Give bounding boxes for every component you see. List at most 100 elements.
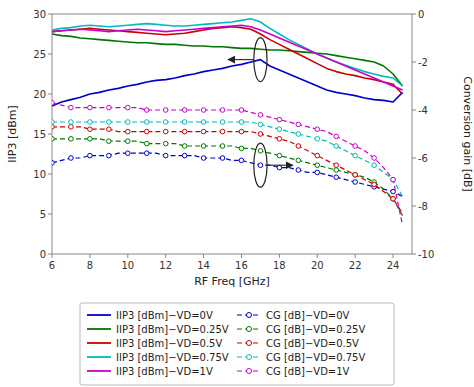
gain-line — [52, 153, 403, 196]
point-marker — [125, 151, 130, 156]
annotation-arrow — [228, 59, 254, 60]
point-marker — [239, 129, 244, 134]
y2-tick — [412, 110, 416, 111]
x-tick — [355, 254, 356, 258]
x-tick — [52, 254, 53, 258]
y2-tick — [412, 254, 416, 255]
point-marker — [239, 120, 244, 125]
y-tick-label: 25 — [33, 49, 46, 60]
x-tick-label: 12 — [159, 260, 172, 271]
point-marker — [220, 108, 225, 113]
point-marker — [201, 108, 206, 113]
point-marker — [277, 165, 282, 170]
legend-label: IIP3 [dBm]−VD=0.75V — [116, 352, 229, 363]
plot-frame — [52, 14, 412, 254]
annotation-ellipse — [254, 143, 267, 187]
point-marker — [315, 163, 320, 168]
point-marker — [163, 129, 168, 134]
x-tick — [127, 254, 128, 258]
point-marker — [201, 156, 206, 161]
point-marker — [182, 108, 187, 113]
y2-tick-label: -10 — [418, 249, 434, 260]
point-marker — [391, 197, 396, 202]
legend-label: CG [dB]−VD=0V — [266, 310, 350, 321]
point-marker — [220, 129, 225, 134]
y-tick — [48, 214, 52, 215]
point-marker — [372, 163, 377, 168]
point-marker — [107, 139, 112, 144]
point-marker — [353, 173, 358, 178]
gain-line — [52, 139, 403, 216]
point-marker — [107, 105, 112, 110]
point-marker — [69, 105, 74, 110]
y2-tick — [412, 14, 416, 15]
y-tick-label: 0 — [40, 249, 46, 260]
point-marker — [182, 120, 187, 125]
legend-marker — [247, 341, 252, 346]
legend-swatch — [87, 314, 111, 316]
y-tick — [48, 14, 52, 15]
point-marker — [163, 120, 168, 125]
y-tick — [48, 254, 52, 255]
point-marker — [391, 177, 396, 182]
x-tick — [165, 254, 166, 258]
y2-axis-label: Conversion gain [dB] — [461, 76, 474, 192]
iip3-line — [52, 34, 403, 86]
point-marker — [220, 156, 225, 161]
x-tick — [89, 254, 90, 258]
point-marker — [353, 153, 358, 158]
point-marker — [182, 144, 187, 149]
annotation-ellipse — [254, 38, 267, 82]
y-tick-label: 20 — [33, 89, 46, 100]
y2-tick-label: -4 — [418, 105, 428, 116]
point-marker — [239, 146, 244, 151]
point-marker — [52, 161, 54, 166]
point-marker — [69, 125, 74, 130]
y-tick-label: 30 — [33, 9, 46, 20]
point-marker — [296, 144, 301, 149]
point-marker — [88, 105, 93, 110]
point-marker — [69, 137, 74, 142]
point-marker — [258, 149, 263, 154]
point-marker — [125, 120, 130, 125]
y2-tick-label: -8 — [418, 201, 428, 212]
point-marker — [315, 170, 320, 175]
point-marker — [296, 132, 301, 137]
x-tick-label: 8 — [87, 260, 93, 271]
y-tick-label: 5 — [40, 209, 46, 220]
iip3-line — [52, 19, 403, 86]
point-marker — [107, 120, 112, 125]
point-marker — [52, 125, 54, 130]
legend-label: IIP3 [dBm]−VD=0.25V — [116, 324, 229, 335]
annotation-arrow — [267, 165, 293, 166]
x-tick-label: 16 — [235, 260, 248, 271]
point-marker — [258, 122, 263, 127]
x-tick — [317, 254, 318, 258]
point-marker — [52, 101, 54, 106]
iip3-line — [52, 25, 403, 90]
gain-line — [52, 127, 403, 213]
legend-swatch — [87, 328, 111, 330]
x-tick — [279, 254, 280, 258]
point-marker — [277, 137, 282, 142]
point-marker — [163, 141, 168, 146]
legend-label: CG [dB]−VD=0.25V — [266, 324, 365, 335]
x-tick-label: 18 — [273, 260, 286, 271]
x-tick-label: 22 — [349, 260, 362, 271]
x-tick — [241, 254, 242, 258]
point-marker — [144, 108, 149, 113]
point-marker — [144, 141, 149, 146]
point-marker — [144, 120, 149, 125]
point-marker — [315, 127, 320, 132]
point-marker — [220, 120, 225, 125]
x-tick — [393, 254, 394, 258]
point-marker — [182, 129, 187, 134]
point-marker — [107, 127, 112, 132]
point-marker — [182, 153, 187, 158]
point-marker — [88, 127, 93, 132]
point-marker — [296, 158, 301, 163]
point-marker — [277, 117, 282, 122]
point-marker — [334, 175, 339, 180]
point-marker — [88, 120, 93, 125]
legend-swatch — [87, 342, 111, 344]
